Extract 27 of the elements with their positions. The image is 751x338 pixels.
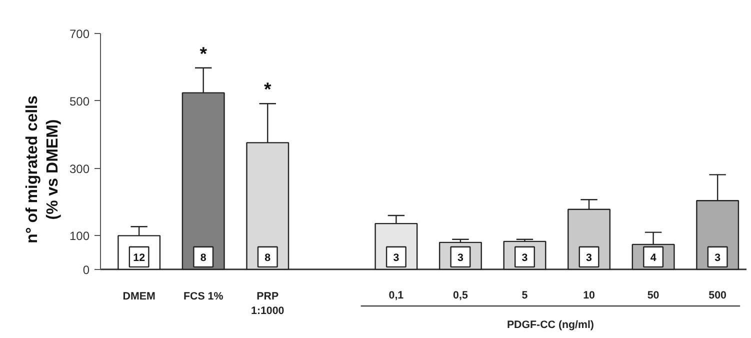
x-tick-label: 50 — [647, 290, 660, 302]
x-tick-label: FCS 1% — [184, 290, 224, 303]
annotation: 8 — [200, 252, 206, 264]
annotation: * — [264, 78, 272, 100]
y-axis-title: n° of migrated cells (% vs DMEM) — [24, 96, 62, 244]
x-tick-label: 10 — [583, 290, 596, 302]
x-tick-label: 0,5 — [453, 290, 468, 302]
annotation: 8 — [264, 252, 271, 264]
annotation: 3 — [457, 252, 464, 264]
x-tick-label: 500 — [708, 290, 727, 302]
annotation: 3 — [714, 252, 721, 264]
text: PDGF-CC (ng/ml) — [506, 318, 594, 331]
annotation: 3 — [586, 252, 592, 264]
annotation: 12 — [133, 252, 146, 264]
x-tick-label: 5 — [522, 290, 528, 302]
annotation: * — [200, 42, 208, 64]
annotation: 4 — [650, 252, 656, 264]
annotation: 3 — [393, 252, 400, 264]
x-tick-label: PRP 1:1000 — [251, 290, 284, 318]
x-tick-label: 0,1 — [388, 290, 404, 302]
y-tick-label: 700 — [69, 27, 90, 42]
y-tick-label: 500 — [69, 94, 90, 108]
x-tick-label: DMEM — [122, 290, 156, 303]
annotation: 3 — [522, 252, 528, 264]
y-tick-label: 0 — [82, 262, 90, 277]
y-tick-label: 300 — [69, 162, 90, 176]
y-tick-label: 100 — [69, 229, 90, 244]
